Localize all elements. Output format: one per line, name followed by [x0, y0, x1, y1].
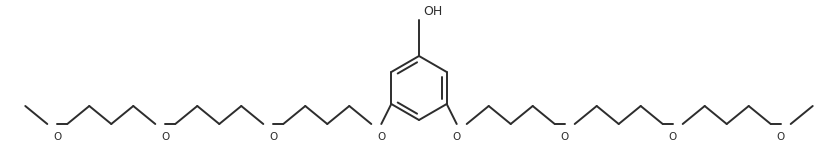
Text: O: O	[377, 132, 385, 142]
Text: O: O	[777, 132, 785, 142]
Text: O: O	[453, 132, 461, 142]
Text: O: O	[561, 132, 569, 142]
Text: O: O	[53, 132, 61, 142]
Text: O: O	[269, 132, 277, 142]
Text: O: O	[161, 132, 169, 142]
Text: OH: OH	[423, 5, 442, 18]
Text: O: O	[669, 132, 677, 142]
